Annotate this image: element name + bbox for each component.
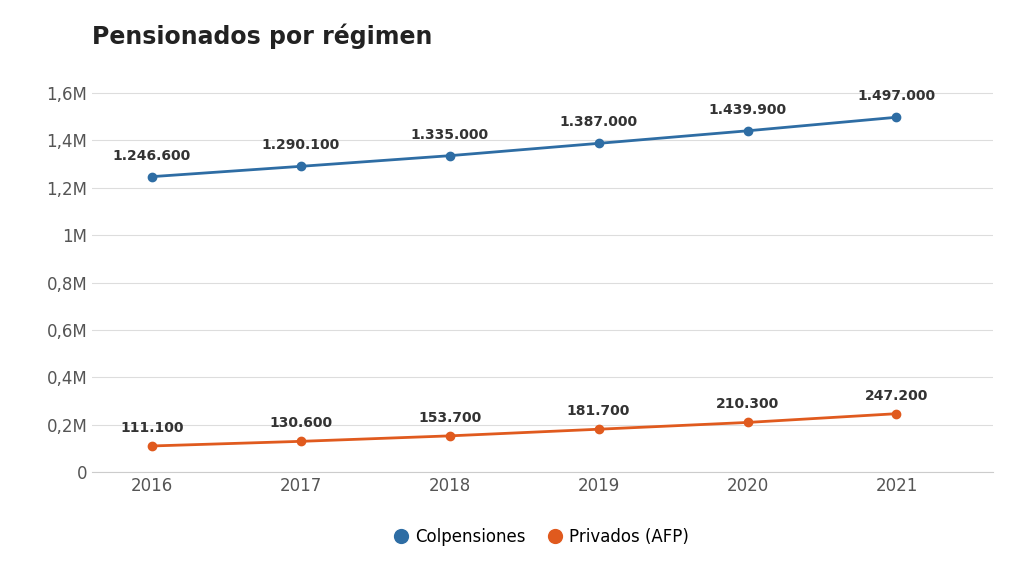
Text: 210.300: 210.300 — [716, 397, 779, 411]
Text: 181.700: 181.700 — [567, 404, 630, 418]
Text: 130.600: 130.600 — [269, 416, 332, 430]
Text: 1.387.000: 1.387.000 — [559, 115, 638, 130]
Text: Pensionados por régimen: Pensionados por régimen — [92, 24, 432, 49]
Text: 111.100: 111.100 — [120, 421, 183, 435]
Text: 1.246.600: 1.246.600 — [113, 149, 190, 163]
Legend: Colpensiones, Privados (AFP): Colpensiones, Privados (AFP) — [390, 521, 695, 553]
Text: 1.335.000: 1.335.000 — [411, 128, 488, 142]
Text: 1.497.000: 1.497.000 — [857, 89, 936, 103]
Text: 153.700: 153.700 — [418, 411, 481, 425]
Text: 1.439.900: 1.439.900 — [709, 103, 786, 117]
Text: 1.290.100: 1.290.100 — [261, 138, 340, 153]
Text: 247.200: 247.200 — [865, 389, 928, 403]
